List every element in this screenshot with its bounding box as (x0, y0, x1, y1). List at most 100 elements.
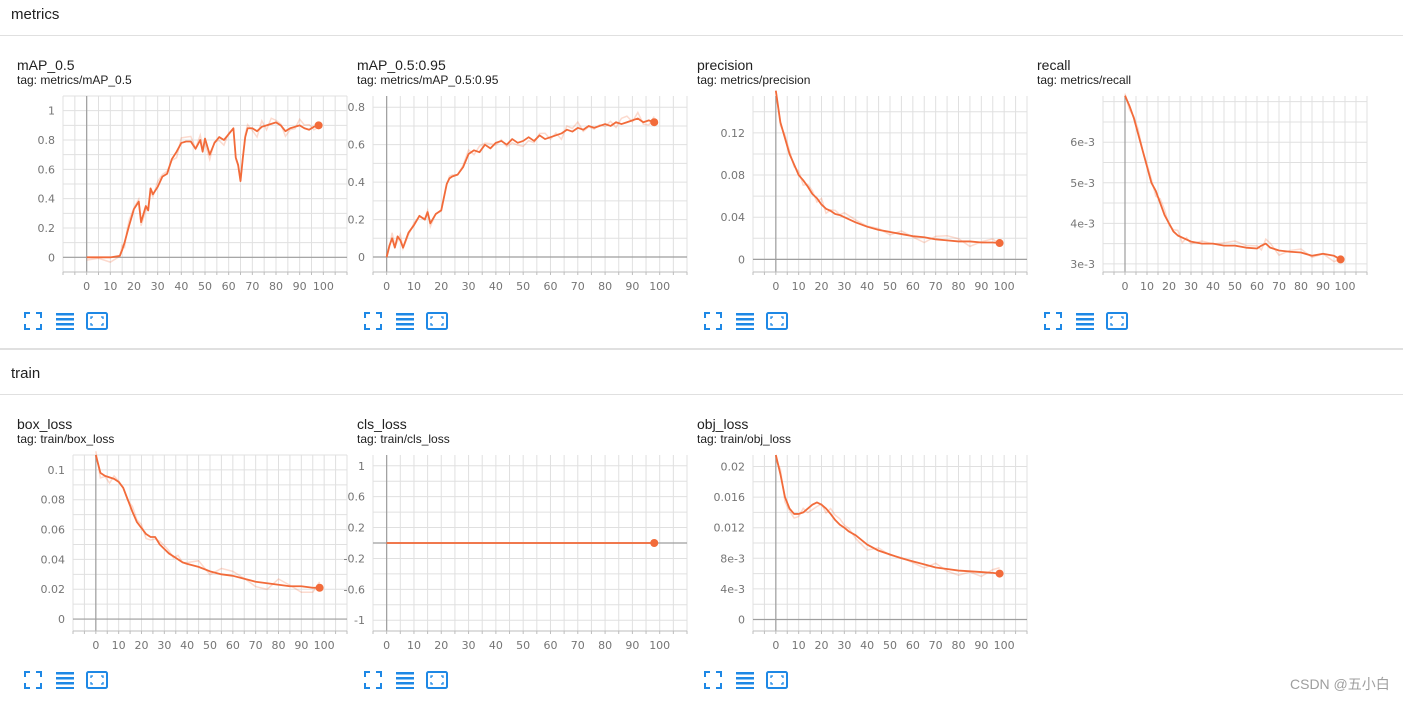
series-line (774, 90, 1000, 244)
x-tick-label: 90 (293, 280, 307, 293)
y-tick-label: 0.8 (348, 101, 366, 114)
chart-tag: tag: metrics/mAP_0.5:0.95 (357, 73, 499, 87)
x-tick-label: 90 (974, 280, 988, 293)
last-point (995, 239, 1004, 248)
last-point (650, 539, 659, 547)
x-tick-label: 100 (649, 280, 670, 293)
y-tick-label: 0.04 (721, 211, 746, 224)
x-tick-label: 40 (860, 639, 874, 652)
chart-title: precision (697, 57, 754, 73)
series-line (94, 454, 320, 589)
y-tick-label: 0 (738, 253, 745, 266)
watermark: CSDN @五小白 (1290, 676, 1390, 692)
x-tick-label: 100 (1335, 280, 1356, 293)
last-point (995, 569, 1004, 578)
x-tick-label: 40 (489, 280, 503, 293)
x-tick-label: 10 (103, 280, 117, 293)
chart-title: obj_loss (697, 416, 749, 432)
x-tick-label: 20 (135, 639, 149, 652)
y-tick-label: 0.4 (348, 176, 366, 189)
last-point (315, 583, 324, 592)
x-tick-label: 70 (571, 280, 585, 293)
chart-card: precision tag: metrics/precision 0 0.04 0.08… (680, 57, 1028, 347)
fit-domain-icon[interactable] (1106, 310, 1128, 332)
x-tick-label: 0 (92, 639, 99, 652)
chart-svg: -1-0.6-0.20.20.610 10 20 30 40 50 60 70 80 90 100 (344, 455, 688, 652)
x-tick-label: 100 (994, 280, 1015, 293)
expand-icon[interactable] (702, 669, 724, 691)
x-tick-label: 100 (313, 280, 334, 293)
y-tick-label: 0.016 (714, 491, 746, 504)
fit-domain-icon[interactable] (426, 669, 448, 691)
x-tick-label: 0 (383, 639, 390, 652)
x-tick-label: 50 (203, 639, 217, 652)
fit-domain-icon[interactable] (426, 310, 448, 332)
x-tick-label: 90 (625, 639, 639, 652)
y-tick-label: 0.06 (41, 524, 66, 537)
x-tick-label: 50 (883, 639, 897, 652)
raw-series-line (775, 459, 1000, 578)
chart-tag: tag: metrics/mAP_0.5 (17, 73, 132, 87)
section-header-metrics[interactable]: metrics (0, 0, 1403, 36)
chart-svg: 0 0.2 0.4 0.6 0.8 0 10 20 30 40 50 60 70 80 90 100 (348, 96, 688, 293)
x-tick-label: 80 (1294, 280, 1308, 293)
x-tick-label: 30 (837, 280, 851, 293)
lines-icon[interactable] (394, 310, 416, 332)
x-tick-label: 20 (1162, 280, 1176, 293)
lines-icon[interactable] (734, 310, 756, 332)
x-tick-label: 60 (226, 639, 240, 652)
expand-icon[interactable] (22, 310, 44, 332)
y-tick-label: 0.08 (41, 494, 66, 507)
y-tick-label: 0.02 (721, 460, 746, 473)
lines-icon[interactable] (394, 669, 416, 691)
fit-domain-icon[interactable] (766, 669, 788, 691)
x-tick-label: 20 (434, 280, 448, 293)
x-tick-label: 80 (598, 280, 612, 293)
x-tick-label: 10 (1140, 280, 1154, 293)
x-tick-label: 0 (83, 280, 90, 293)
expand-icon[interactable] (362, 310, 384, 332)
lines-icon[interactable] (54, 669, 76, 691)
y-tick-label: 0.2 (348, 522, 366, 535)
fit-domain-icon[interactable] (86, 310, 108, 332)
y-tick-label: 1 (358, 460, 365, 473)
lines-icon[interactable] (734, 669, 756, 691)
y-tick-label: 4e-3 (1070, 217, 1095, 230)
x-tick-label: 60 (906, 280, 920, 293)
x-tick-label: 20 (127, 280, 141, 293)
lines-icon[interactable] (54, 310, 76, 332)
chart-tag: tag: metrics/precision (697, 73, 811, 87)
y-tick-label: 0.1 (48, 464, 66, 477)
chart-card: mAP_0.5:0.95 tag: metrics/mAP_0.5:0.95 0 0.… (340, 57, 688, 347)
expand-icon[interactable] (702, 310, 724, 332)
raw-series-line (86, 117, 319, 263)
y-tick-label: 0.4 (38, 193, 56, 206)
y-tick-label: 6e-3 (1070, 136, 1095, 149)
chart-title: recall (1037, 57, 1071, 73)
x-tick-label: 70 (245, 280, 259, 293)
x-tick-label: 10 (112, 639, 126, 652)
x-tick-label: 50 (516, 639, 530, 652)
raw-series-line (1124, 93, 1341, 263)
y-tick-label: -0.6 (344, 583, 365, 596)
expand-icon[interactable] (362, 669, 384, 691)
expand-icon[interactable] (1042, 310, 1064, 332)
section-divider (0, 348, 1403, 350)
fit-domain-icon[interactable] (86, 669, 108, 691)
lines-icon[interactable] (1074, 310, 1096, 332)
y-tick-label: 0.08 (721, 169, 746, 182)
x-tick-label: 40 (860, 280, 874, 293)
fit-domain-icon[interactable] (766, 310, 788, 332)
y-tick-label: -1 (354, 614, 365, 627)
x-tick-label: 60 (543, 280, 557, 293)
section-header-train[interactable]: train (0, 359, 1403, 395)
last-point (314, 121, 323, 130)
chart-card: obj_loss tag: train/obj_loss 0 4e-3 8e-3 0.01… (680, 416, 1028, 706)
expand-icon[interactable] (22, 669, 44, 691)
y-tick-label: -0.2 (344, 552, 365, 565)
x-tick-label: 10 (792, 280, 806, 293)
y-tick-label: 0.8 (38, 134, 56, 147)
chart-svg: 00.20.40.60.810 10 20 30 40 50 60 70 80 90 100 (38, 95, 348, 293)
series-line (774, 454, 1000, 575)
series-line (86, 121, 319, 259)
